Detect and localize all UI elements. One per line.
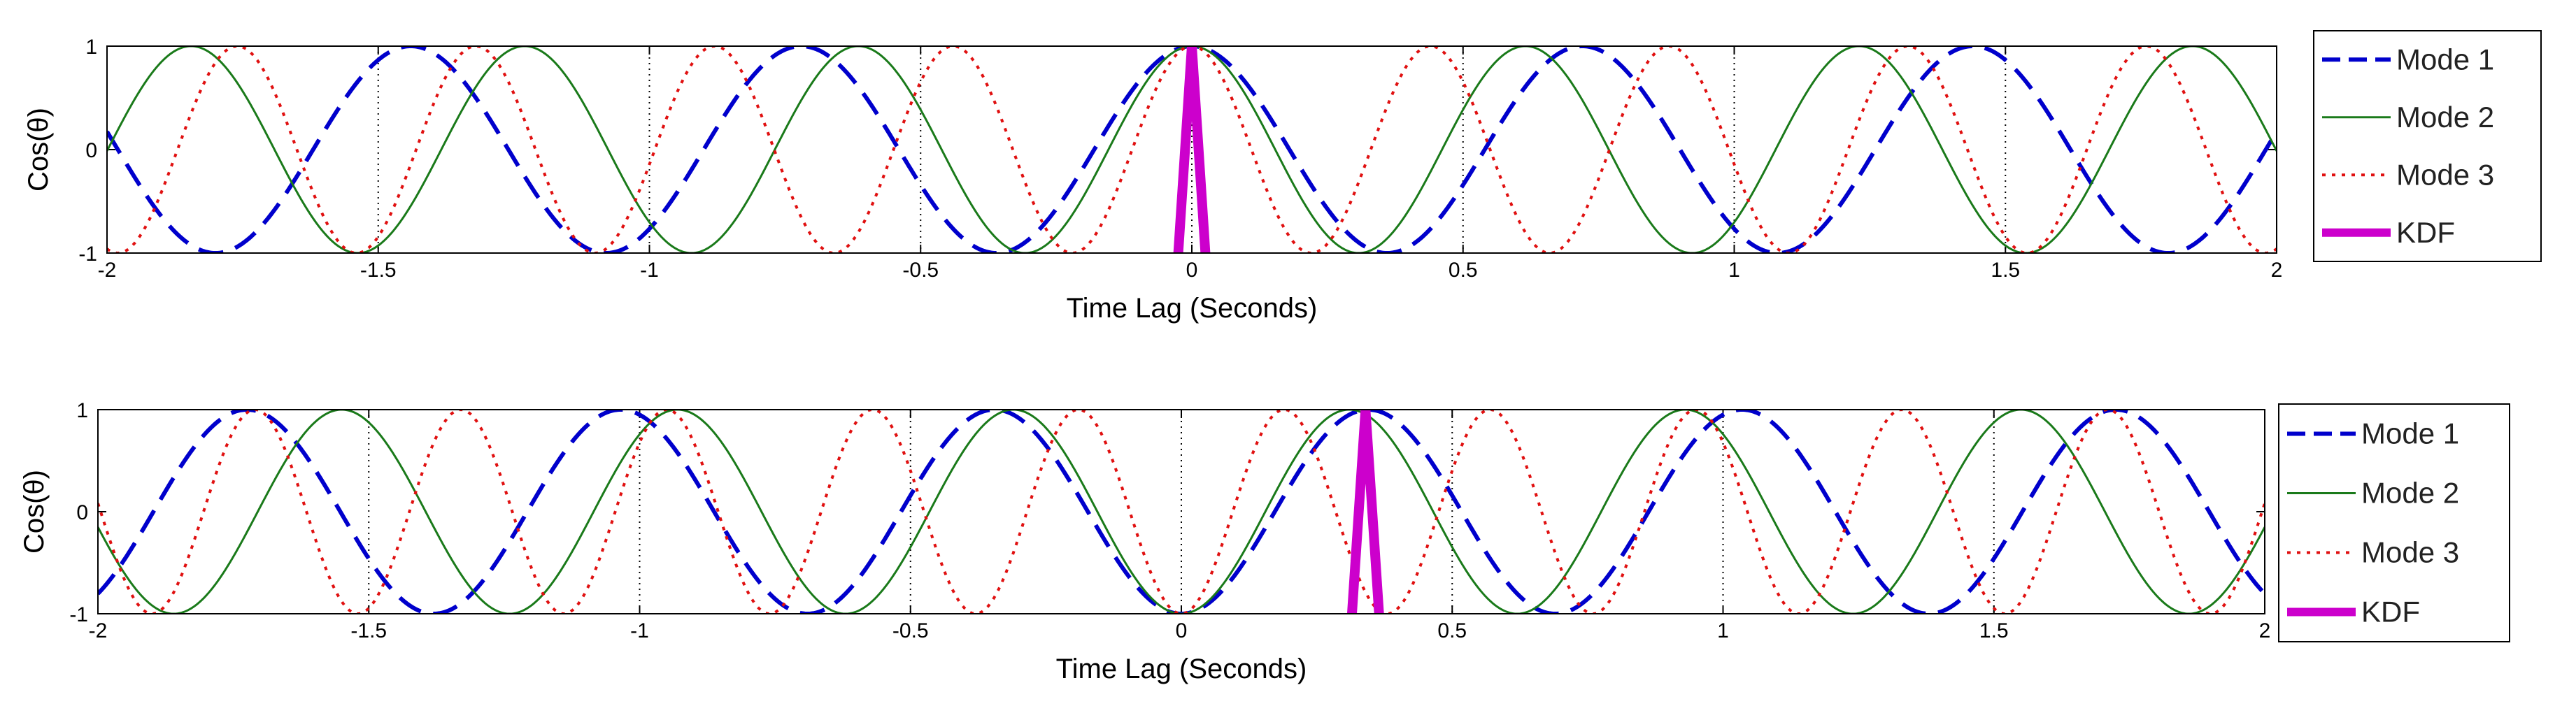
- x-axis-label: Time Lag (Seconds): [1067, 293, 1318, 324]
- series-line-mode-3: [107, 46, 2277, 253]
- series-group: [107, 46, 2277, 253]
- legend-box: [2278, 403, 2510, 642]
- chart-panel-bottom: -2 -1.5 -1 -0.5 0 0.5 1 1.5 2 -1 0 1 Time Lag (Secon…: [19, 399, 2510, 684]
- series-line-mode-2: [98, 410, 2265, 614]
- x-tick-label: -1.5: [360, 259, 397, 282]
- series-line-mode-2: [107, 46, 2277, 253]
- x-tick-label: 0.5: [1449, 259, 1478, 282]
- legend-label: Mode 2: [2396, 101, 2494, 134]
- series-line-mode-1: [98, 410, 2265, 614]
- series-line-mode-1: [107, 46, 2277, 253]
- y-tick-label: 1: [76, 399, 88, 422]
- x-tick-label: 0: [1186, 259, 1198, 282]
- plot-frame: [106, 45, 2277, 254]
- y-tick-label: -1: [78, 243, 97, 266]
- x-tick-label: -1: [640, 259, 659, 282]
- x-tick-label: 2: [2271, 259, 2283, 282]
- x-tick-label: 0.5: [1437, 619, 1467, 642]
- legend-label: Mode 2: [2361, 477, 2459, 510]
- chart-panel-top: -2 -1.5 -1 -0.5 0 0.5 1 1.5 2 -1 0 1 Time Lag (Secon…: [23, 30, 2542, 324]
- x-tick-label: 1: [1717, 619, 1729, 642]
- legend-label: Mode 3: [2396, 158, 2494, 191]
- series-line-kdf: [1346, 410, 1384, 614]
- series-group: [98, 410, 2265, 614]
- x-tick-label: 1: [1728, 259, 1740, 282]
- x-tick-label: 1.5: [1979, 619, 2009, 642]
- x-tick-label: -0.5: [902, 259, 939, 282]
- y-axis-label: Cos(θ): [23, 108, 54, 192]
- legend-label: KDF: [2396, 216, 2455, 249]
- legend-label: Mode 3: [2361, 536, 2459, 569]
- x-tick-label: -1: [630, 619, 649, 642]
- y-tick-label: 0: [76, 501, 88, 524]
- x-tick-label: -0.5: [892, 619, 929, 642]
- y-tick-label: -1: [69, 603, 88, 626]
- x-tick-label: -2: [98, 259, 117, 282]
- x-tick-label: -1.5: [350, 619, 387, 642]
- x-tick-label: 0: [1176, 619, 1188, 642]
- legend-box: [2313, 30, 2542, 262]
- legend: Mode 1 Mode 2 Mode 3 KDF: [2278, 403, 2510, 642]
- y-axis-label: Cos(θ): [19, 470, 50, 554]
- legend-label: Mode 1: [2361, 417, 2459, 450]
- x-axis-label: Time Lag (Seconds): [1056, 654, 1307, 684]
- x-tick-label: 1.5: [1991, 259, 2020, 282]
- legend-label: KDF: [2361, 596, 2420, 628]
- legend-label: Mode 1: [2396, 43, 2494, 75]
- y-tick-label: 0: [85, 139, 97, 162]
- series-line-kdf: [1173, 46, 1211, 253]
- plot-frame: [97, 409, 2265, 614]
- y-tick-label: 1: [85, 36, 97, 59]
- legend: Mode 1 Mode 2 Mode 3 KDF: [2313, 30, 2542, 262]
- x-tick-label: 2: [2259, 619, 2271, 642]
- x-tick-label: -2: [89, 619, 108, 642]
